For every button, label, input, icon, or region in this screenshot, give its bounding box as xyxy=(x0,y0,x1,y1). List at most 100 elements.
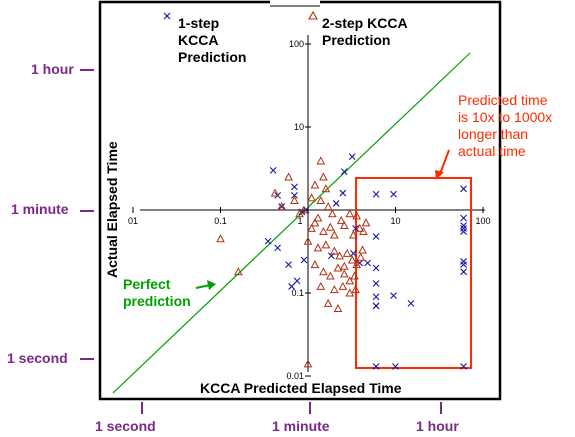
point-1step xyxy=(348,153,356,160)
point-1step xyxy=(372,190,380,198)
y-tick-label: 100 xyxy=(289,39,304,49)
y-ticks: 0.01 0.1 10 100 xyxy=(286,39,311,381)
point-1step xyxy=(264,237,272,245)
x-time-label-1minute: 1 minute xyxy=(272,418,330,434)
point-2step xyxy=(335,251,344,260)
annotation-arrowhead xyxy=(435,170,444,180)
x-ticks: 01 0.1 1 10 100 xyxy=(128,207,491,226)
point-1step xyxy=(364,259,371,267)
legend-marker-triangle xyxy=(308,10,318,20)
point-2step xyxy=(316,281,326,290)
point-2step xyxy=(351,285,360,294)
legend-2step: 2-step KCCA Prediction xyxy=(322,15,408,48)
point-2step xyxy=(310,218,320,227)
point-2step xyxy=(303,236,313,245)
point-1step xyxy=(339,189,347,197)
point-2step xyxy=(342,248,352,257)
point-1step xyxy=(372,293,380,301)
y-tick-label: 0.1 xyxy=(291,288,304,298)
point-1step xyxy=(278,203,286,210)
x-time-label-1second: 1 second xyxy=(95,418,156,434)
point-1step xyxy=(390,190,397,198)
y-time-tick-1minute xyxy=(80,210,94,212)
point-2step xyxy=(359,226,368,236)
point-2step xyxy=(349,230,358,239)
perfect-arrowhead xyxy=(207,280,216,290)
point-1step xyxy=(288,283,296,290)
y-axis-title: Actual Elapsed Time xyxy=(104,141,120,278)
point-1step xyxy=(340,168,348,176)
point-2step xyxy=(270,188,280,197)
point-1step xyxy=(460,268,467,276)
point-1step xyxy=(460,261,467,268)
point-2step xyxy=(355,223,365,232)
point-2step xyxy=(321,240,331,249)
annotation-text: Predicted time is 10x to 1000x longer th… xyxy=(458,92,553,159)
point-2step xyxy=(345,209,355,218)
x-tick-label: 100 xyxy=(475,216,490,226)
point-1step xyxy=(392,363,399,370)
point-2step xyxy=(319,226,328,236)
point-1step xyxy=(269,167,277,174)
point-1step xyxy=(349,250,357,257)
point-2step xyxy=(352,260,362,269)
point-2step xyxy=(333,263,343,272)
point-2step xyxy=(358,245,367,254)
point-2step xyxy=(284,172,293,181)
point-2step xyxy=(330,285,339,294)
point-1step xyxy=(460,185,467,193)
point-1step xyxy=(372,264,380,272)
highlight-box xyxy=(355,177,472,369)
x-tick-label: 1 xyxy=(297,216,302,226)
y-time-label-1second: 1 second xyxy=(7,350,68,366)
point-1step xyxy=(460,222,467,229)
point-2step xyxy=(352,211,362,220)
point-2step xyxy=(313,213,323,222)
x-time-tick-1second xyxy=(141,402,143,414)
point-2step xyxy=(307,193,316,202)
point-2step xyxy=(303,359,313,368)
point-2step xyxy=(319,267,328,276)
y-tick-label: 10 xyxy=(294,122,304,132)
point-2step xyxy=(295,209,304,218)
point-1step xyxy=(291,191,298,199)
point-2step xyxy=(313,243,323,252)
point-1step xyxy=(274,244,282,252)
point-2step xyxy=(350,271,359,280)
point-2step xyxy=(336,215,346,224)
point-1step xyxy=(390,292,397,300)
point-2step xyxy=(347,255,357,264)
point-2step xyxy=(356,252,366,261)
x-tick-label: 0.1 xyxy=(214,216,227,226)
scatter-points xyxy=(216,153,467,370)
x-time-label-1hour: 1 hour xyxy=(416,418,459,434)
y-time-tick-1hour xyxy=(80,69,94,71)
point-2step xyxy=(330,246,339,255)
point-2step xyxy=(310,180,320,189)
point-2step xyxy=(325,222,335,231)
y-tick-label: 0.01 xyxy=(286,371,304,381)
point-2step xyxy=(323,202,333,211)
point-2step xyxy=(339,269,349,278)
point-1step xyxy=(293,277,301,285)
plot-frame xyxy=(98,0,502,401)
point-2step xyxy=(290,195,299,205)
point-2step xyxy=(361,218,371,227)
point-2step xyxy=(316,195,326,205)
point-1step xyxy=(372,363,380,370)
point-2step xyxy=(319,172,328,181)
point-1step xyxy=(332,200,340,207)
point-2step xyxy=(333,303,343,313)
point-2step xyxy=(321,184,331,193)
point-1step xyxy=(407,299,415,307)
y-time-label-1minute: 1 minute xyxy=(11,201,69,217)
point-2step xyxy=(216,234,225,243)
point-2step xyxy=(345,276,355,285)
point-1step xyxy=(460,214,467,222)
point-1step xyxy=(372,302,380,310)
point-1step xyxy=(300,256,308,264)
point-2step xyxy=(339,261,349,270)
x-axis-title: KCCA Predicted Elapsed Time xyxy=(200,380,402,396)
point-1step xyxy=(372,280,380,287)
